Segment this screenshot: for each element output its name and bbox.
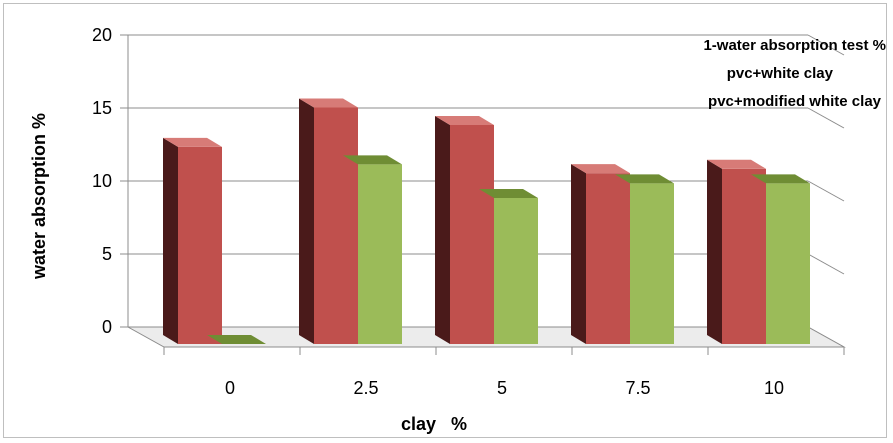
- y-tick-label: 20: [92, 25, 112, 45]
- bar-pvc-modified-white-clay-10: [751, 174, 810, 344]
- bar-pvc-modified-white-clay-0: [207, 335, 266, 344]
- gridline-side: [807, 34, 845, 56]
- y-axis-label: water absorption %: [29, 113, 49, 280]
- legend-heading: 1-water absorption test %: [703, 37, 886, 54]
- bar-pvc-white-clay-0: [163, 137, 222, 344]
- x-tick-label: 7.5: [625, 378, 650, 398]
- bar-front: [314, 107, 358, 344]
- y-tick-labels: 0 5 10 15 20: [92, 25, 112, 337]
- bar-front: [450, 125, 494, 344]
- legend-series-2: pvc+modified white clay: [708, 93, 882, 110]
- bar-top: [343, 155, 402, 165]
- bar-side: [435, 116, 450, 344]
- bar-front: [178, 146, 222, 344]
- bar-side: [299, 98, 314, 344]
- y-tick-label: 15: [92, 98, 112, 118]
- bar-pvc-modified-white-clay-5: [479, 189, 538, 344]
- bar-pvc-white-clay-7.5: [571, 164, 630, 344]
- bar-top: [571, 164, 630, 174]
- x-tick-label: 5: [497, 378, 507, 398]
- bar-pvc-modified-white-clay-2.5: [343, 155, 402, 344]
- bar-top: [615, 174, 674, 184]
- bar-pvc-white-clay-10: [707, 159, 766, 344]
- x-axis-label: clay %: [401, 414, 467, 434]
- x-tick-labels: 0 2.5 5 7.5 10: [225, 378, 784, 398]
- bar-top: [163, 137, 222, 147]
- gridline-side: [807, 253, 845, 275]
- gridline-side: [807, 180, 845, 202]
- bar-top: [707, 159, 766, 169]
- gridline-side: [807, 107, 845, 129]
- y-tick-label: 10: [92, 171, 112, 191]
- bar-top: [299, 98, 358, 108]
- bar-front: [586, 173, 630, 344]
- bar-front: [630, 183, 674, 344]
- bar-side: [163, 137, 178, 344]
- x-tick-label: 10: [764, 378, 784, 398]
- bars: [163, 98, 810, 344]
- bar-front: [766, 183, 810, 344]
- bar-pvc-white-clay-5: [435, 116, 494, 344]
- y-tick-label: 5: [102, 244, 112, 264]
- bar-side: [707, 159, 722, 344]
- bar-pvc-white-clay-2.5: [299, 98, 358, 344]
- bar-pvc-modified-white-clay-7.5: [615, 174, 674, 344]
- bar-front: [358, 164, 402, 344]
- bar-top: [479, 189, 538, 198]
- y-tick-label: 0: [102, 317, 112, 337]
- bar-top: [751, 174, 810, 184]
- legend-series-1: pvc+white clay: [727, 65, 834, 82]
- bar-top: [207, 335, 266, 344]
- x-tick-label: 0: [225, 378, 235, 398]
- bar-side: [571, 164, 586, 344]
- bar-top: [435, 116, 494, 125]
- bar-front: [722, 168, 766, 344]
- bar-front: [494, 198, 538, 344]
- x-tick-label: 2.5: [353, 378, 378, 398]
- chart-frame: [3, 3, 887, 438]
